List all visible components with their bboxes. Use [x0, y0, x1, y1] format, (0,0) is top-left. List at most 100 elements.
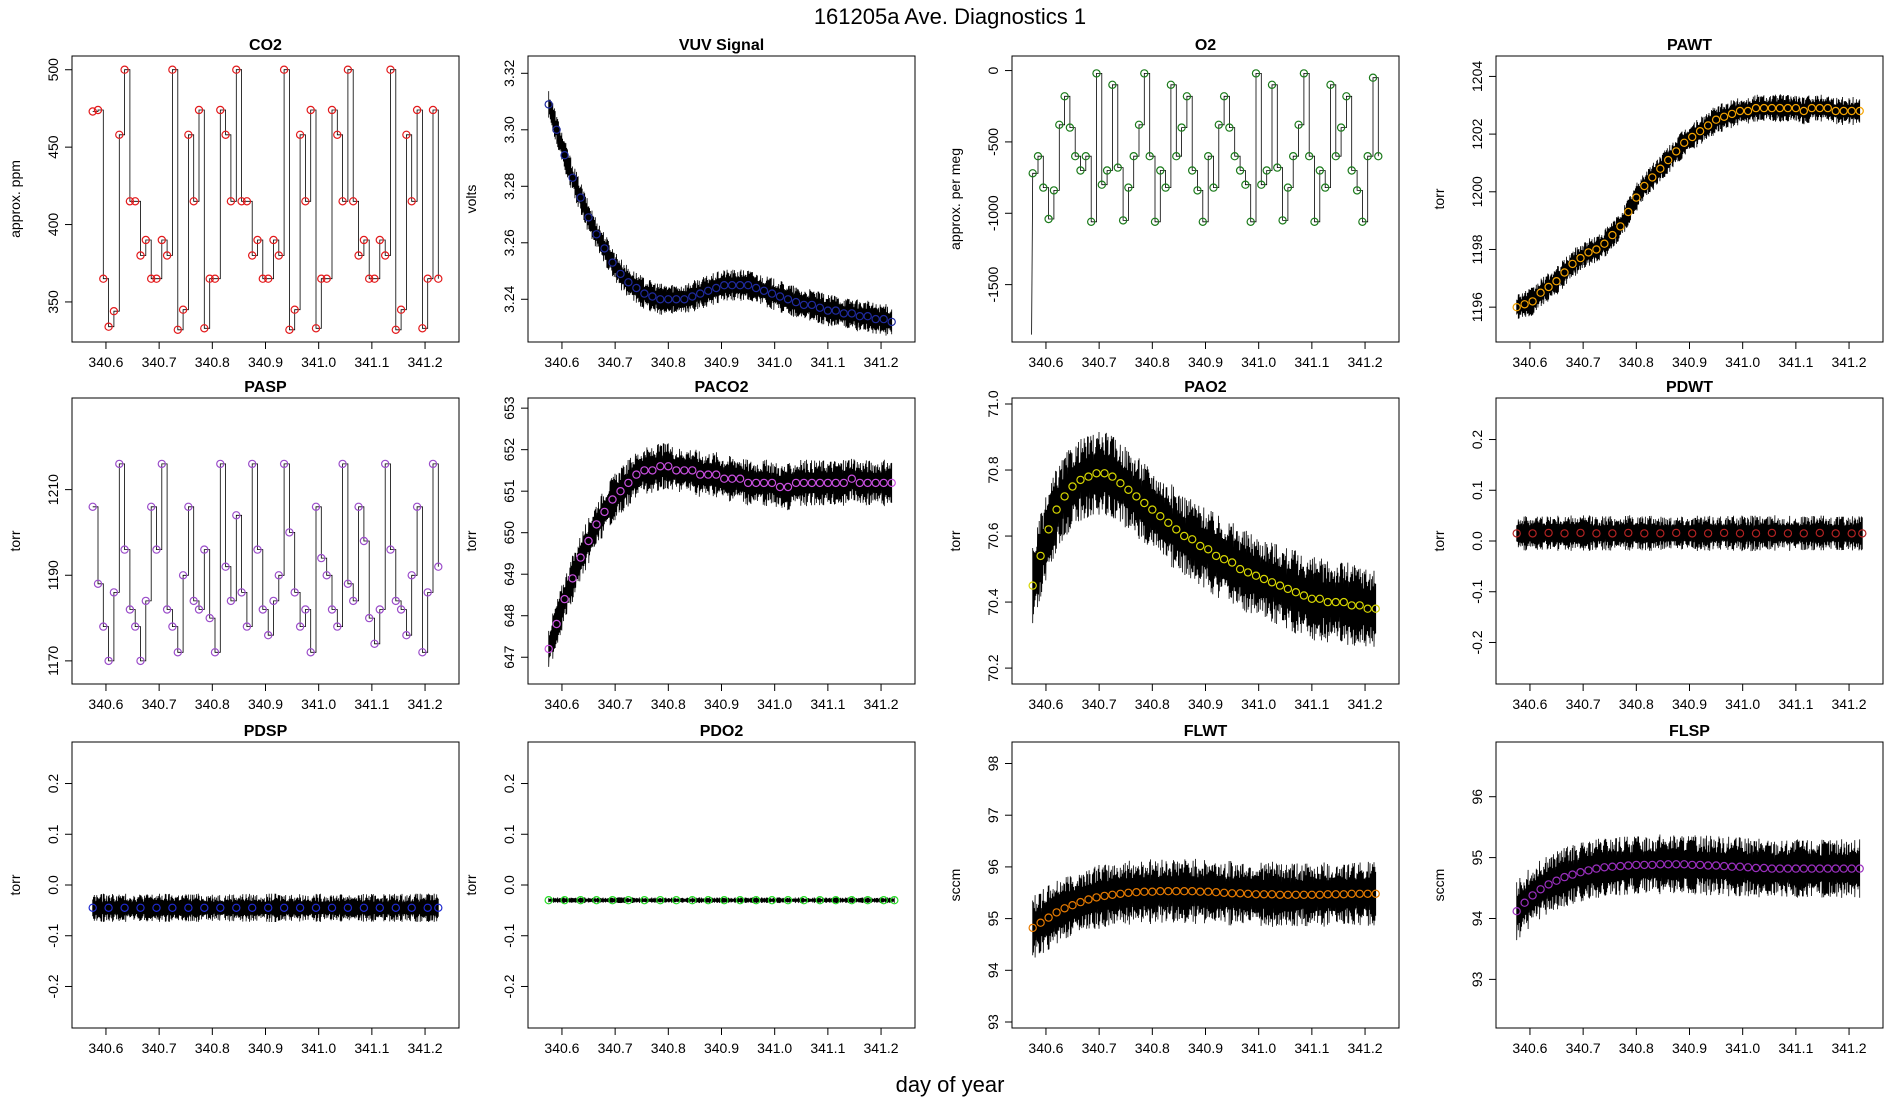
y-tick-label: 70.8	[985, 456, 1001, 483]
data-point	[1544, 282, 1553, 292]
data-point	[704, 896, 713, 905]
data-point	[640, 289, 649, 298]
data-point	[428, 459, 438, 469]
data-point	[1767, 864, 1777, 873]
data-point	[807, 478, 817, 488]
data-point	[381, 459, 390, 469]
data-point	[216, 903, 225, 913]
x-tick-label: 341.1	[1294, 354, 1329, 370]
data-point	[688, 292, 697, 301]
x-tick-label: 340.7	[142, 696, 177, 712]
x-tick-label: 340.9	[248, 354, 283, 370]
data-point	[200, 324, 209, 333]
data-point	[672, 466, 681, 475]
data-point	[712, 470, 721, 479]
x-tick-label: 340.8	[1135, 1040, 1170, 1056]
data-point	[1735, 862, 1745, 871]
data-point	[359, 903, 369, 913]
data-point	[99, 622, 108, 631]
x-tick-label: 340.6	[544, 1040, 579, 1056]
data-point	[136, 903, 145, 913]
data-point	[735, 896, 745, 905]
data-point	[863, 312, 872, 321]
data-point	[1656, 529, 1665, 538]
data-point	[343, 579, 353, 589]
data-point	[247, 903, 257, 913]
data-point	[1355, 601, 1364, 610]
y-axis-label: approx. ppm	[7, 160, 23, 238]
data-point	[317, 553, 326, 563]
data-point	[247, 459, 257, 469]
data-point	[1751, 863, 1761, 873]
x-tick-label: 340.8	[1135, 354, 1170, 370]
data-point	[1116, 479, 1125, 488]
data-point	[157, 459, 166, 469]
data-point	[93, 105, 103, 115]
data-point	[1044, 214, 1053, 224]
y-tick-label: 0.2	[501, 774, 517, 794]
data-point	[104, 903, 113, 913]
data-point	[759, 478, 769, 488]
data-point	[783, 295, 793, 304]
data-point	[1751, 103, 1761, 113]
data-point	[1552, 277, 1561, 286]
data-point	[327, 903, 337, 913]
y-axis-label: torr	[463, 530, 479, 551]
data-point	[279, 459, 289, 469]
data-point	[1656, 860, 1665, 869]
x-tick-label: 340.9	[1188, 696, 1223, 712]
y-axis-label: torr	[947, 530, 963, 551]
x-tick-label: 340.8	[195, 354, 230, 370]
data-point	[743, 478, 753, 488]
data-point	[349, 197, 358, 206]
data-point	[375, 235, 384, 245]
data-point	[1528, 891, 1537, 900]
data-point	[152, 545, 161, 554]
data-point	[226, 596, 236, 606]
y-tick-label: 0.2	[45, 774, 61, 794]
x-tick-label: 340.9	[1672, 354, 1707, 370]
data-point	[1315, 594, 1325, 604]
data-point	[407, 571, 416, 580]
raw-trace	[548, 443, 893, 667]
data-point	[1060, 92, 1069, 101]
y-tick-label: 649	[501, 562, 517, 586]
data-point	[1783, 864, 1793, 873]
data-point	[1219, 888, 1229, 898]
data-point	[1193, 186, 1202, 195]
data-point	[1140, 69, 1149, 78]
data-point	[1049, 186, 1059, 195]
data-point	[1339, 890, 1349, 899]
data-point	[1092, 893, 1101, 902]
data-point	[1116, 889, 1125, 899]
data-point	[1267, 890, 1277, 899]
x-tick-label: 340.9	[704, 1040, 739, 1056]
data-point	[1695, 860, 1705, 870]
y-tick-label: 98	[985, 756, 1001, 772]
data-point	[1775, 864, 1785, 873]
y-tick-label: 95	[1469, 850, 1485, 866]
panel-title: PASP	[244, 379, 287, 396]
y-axis-label: torr	[1431, 188, 1447, 209]
data-point	[1743, 106, 1753, 116]
data-point	[109, 588, 119, 597]
data-point	[1283, 183, 1293, 192]
data-point	[1640, 181, 1649, 191]
data-point	[1092, 69, 1101, 78]
y-tick-label: 0.0	[501, 875, 517, 895]
x-tick-label: 341.1	[354, 354, 389, 370]
data-point	[1528, 297, 1537, 306]
data-point	[216, 459, 225, 469]
data-point	[608, 896, 617, 905]
panel-pdwt: PDWT torr 340.6 340.7 340.8 340.9 341.0 341.1 34…	[1431, 379, 1884, 712]
data-point	[1592, 864, 1601, 873]
data-point	[1251, 571, 1261, 580]
data-point	[648, 466, 657, 475]
data-point	[839, 478, 849, 488]
data-point	[1536, 288, 1545, 297]
data-point	[146, 502, 156, 511]
data-point	[1076, 166, 1085, 175]
y-tick-label: 96	[1469, 789, 1485, 805]
data-point	[99, 274, 108, 283]
data-point	[624, 896, 633, 905]
